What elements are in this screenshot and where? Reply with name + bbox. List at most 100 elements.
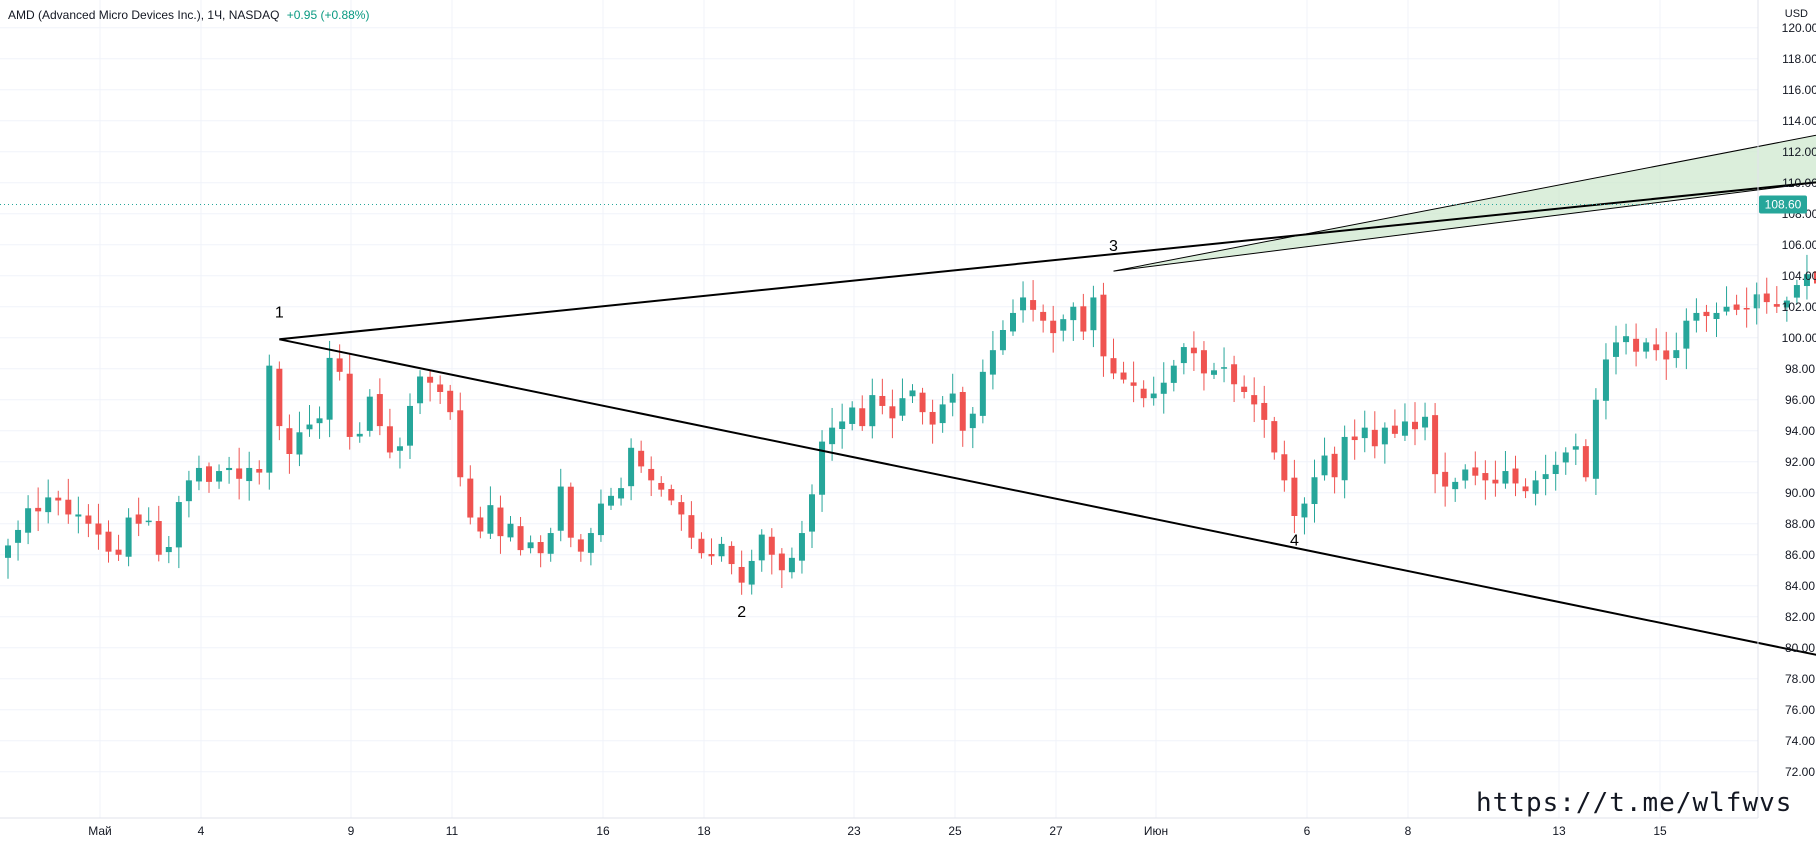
candle-body <box>136 514 142 523</box>
candle-body <box>276 369 282 426</box>
candle-down <box>55 491 61 516</box>
candle-up <box>1211 363 1217 379</box>
candle-body <box>176 502 182 547</box>
candle-down <box>286 415 292 474</box>
candle-up <box>216 464 222 488</box>
y-tick-label: 84.00 <box>1785 579 1815 593</box>
candle-body <box>497 508 503 537</box>
wave-label: 3 <box>1109 238 1118 255</box>
candle-body <box>337 358 343 371</box>
candle-up <box>146 507 152 525</box>
candle-down <box>95 504 101 550</box>
candle-up <box>1171 360 1177 391</box>
candle-body <box>889 406 895 418</box>
candle-down <box>1432 403 1438 493</box>
candle-body <box>1703 312 1709 316</box>
candle-down <box>467 465 473 524</box>
candle-down <box>779 548 785 588</box>
candle-up <box>226 457 232 484</box>
candle-body <box>196 468 202 481</box>
candle-body <box>1201 350 1207 373</box>
candle-body <box>709 554 715 556</box>
y-tick-label: 104.00 <box>1782 269 1816 283</box>
candle-down <box>1030 280 1036 321</box>
candle-down <box>1040 304 1046 332</box>
candle-down <box>859 395 865 431</box>
candle-body <box>347 374 353 437</box>
candle-up <box>1563 447 1569 475</box>
candle-up <box>166 536 172 563</box>
candle-up <box>1603 343 1609 419</box>
candle-body <box>658 483 664 490</box>
candle-body <box>1181 347 1187 363</box>
candle-up <box>809 484 815 548</box>
candle-body <box>518 526 524 550</box>
candle-up <box>1402 403 1408 441</box>
candle-down <box>678 495 684 531</box>
candle-body <box>1281 454 1287 480</box>
candle-body <box>1653 344 1659 350</box>
candle-up <box>608 488 614 510</box>
candle-down <box>1332 447 1338 494</box>
candle-down <box>1241 375 1247 398</box>
candle-up <box>548 528 554 562</box>
candle-body <box>1171 366 1177 383</box>
candle-body <box>1754 294 1760 308</box>
candle-body <box>156 521 162 555</box>
candle-up <box>819 430 825 512</box>
candle-down <box>1703 305 1709 332</box>
candle-body <box>266 366 272 473</box>
candle-body <box>1533 480 1539 493</box>
candle-up <box>176 496 182 568</box>
candle-up <box>1181 343 1187 374</box>
candle-body <box>1342 437 1348 480</box>
candle-up <box>628 438 634 500</box>
candle-up <box>367 389 373 437</box>
candle-body <box>980 372 986 416</box>
y-tick-label: 106.00 <box>1782 238 1816 252</box>
candle-down <box>568 483 574 548</box>
candle-body <box>1231 364 1237 384</box>
candle-up <box>839 404 845 449</box>
candle-body <box>859 408 865 426</box>
candle-body <box>357 434 363 437</box>
candle-body <box>729 546 735 564</box>
wave-label: 1 <box>275 304 284 321</box>
candle-body <box>1000 330 1006 350</box>
candle-body <box>15 530 21 543</box>
y-tick-label: 78.00 <box>1785 672 1815 686</box>
candle-body <box>246 468 252 481</box>
candle-body <box>1271 421 1277 452</box>
candle-body <box>849 408 855 424</box>
y-tick-label: 86.00 <box>1785 548 1815 562</box>
candle-up <box>266 355 272 490</box>
candle-body <box>698 539 704 553</box>
candle-body <box>990 350 996 374</box>
symbol-legend[interactable]: AMD (Advanced Micro Devices Inc.), 1Ч, N… <box>8 8 369 22</box>
candle-down <box>638 441 644 473</box>
candle-body <box>598 504 604 535</box>
candle-body <box>1412 422 1418 429</box>
candle-body <box>930 412 936 425</box>
candle-body <box>1492 480 1498 484</box>
candle-down <box>739 551 745 595</box>
candle-body <box>407 406 413 446</box>
candle-down <box>1764 278 1770 314</box>
candle-body <box>1714 313 1720 319</box>
candle-body <box>1030 300 1036 310</box>
currency-label[interactable]: USD <box>1785 8 1808 20</box>
candle-down <box>1774 286 1780 313</box>
candle-body <box>1603 359 1609 400</box>
candle-down <box>1583 439 1589 481</box>
candle-body <box>1663 350 1669 359</box>
candle-down <box>648 456 654 496</box>
candle-down <box>1291 460 1297 533</box>
candle-down <box>538 535 544 567</box>
candle-body <box>960 392 966 431</box>
candle-up <box>397 438 403 469</box>
candle-up <box>126 508 132 566</box>
candle-body <box>146 521 152 523</box>
